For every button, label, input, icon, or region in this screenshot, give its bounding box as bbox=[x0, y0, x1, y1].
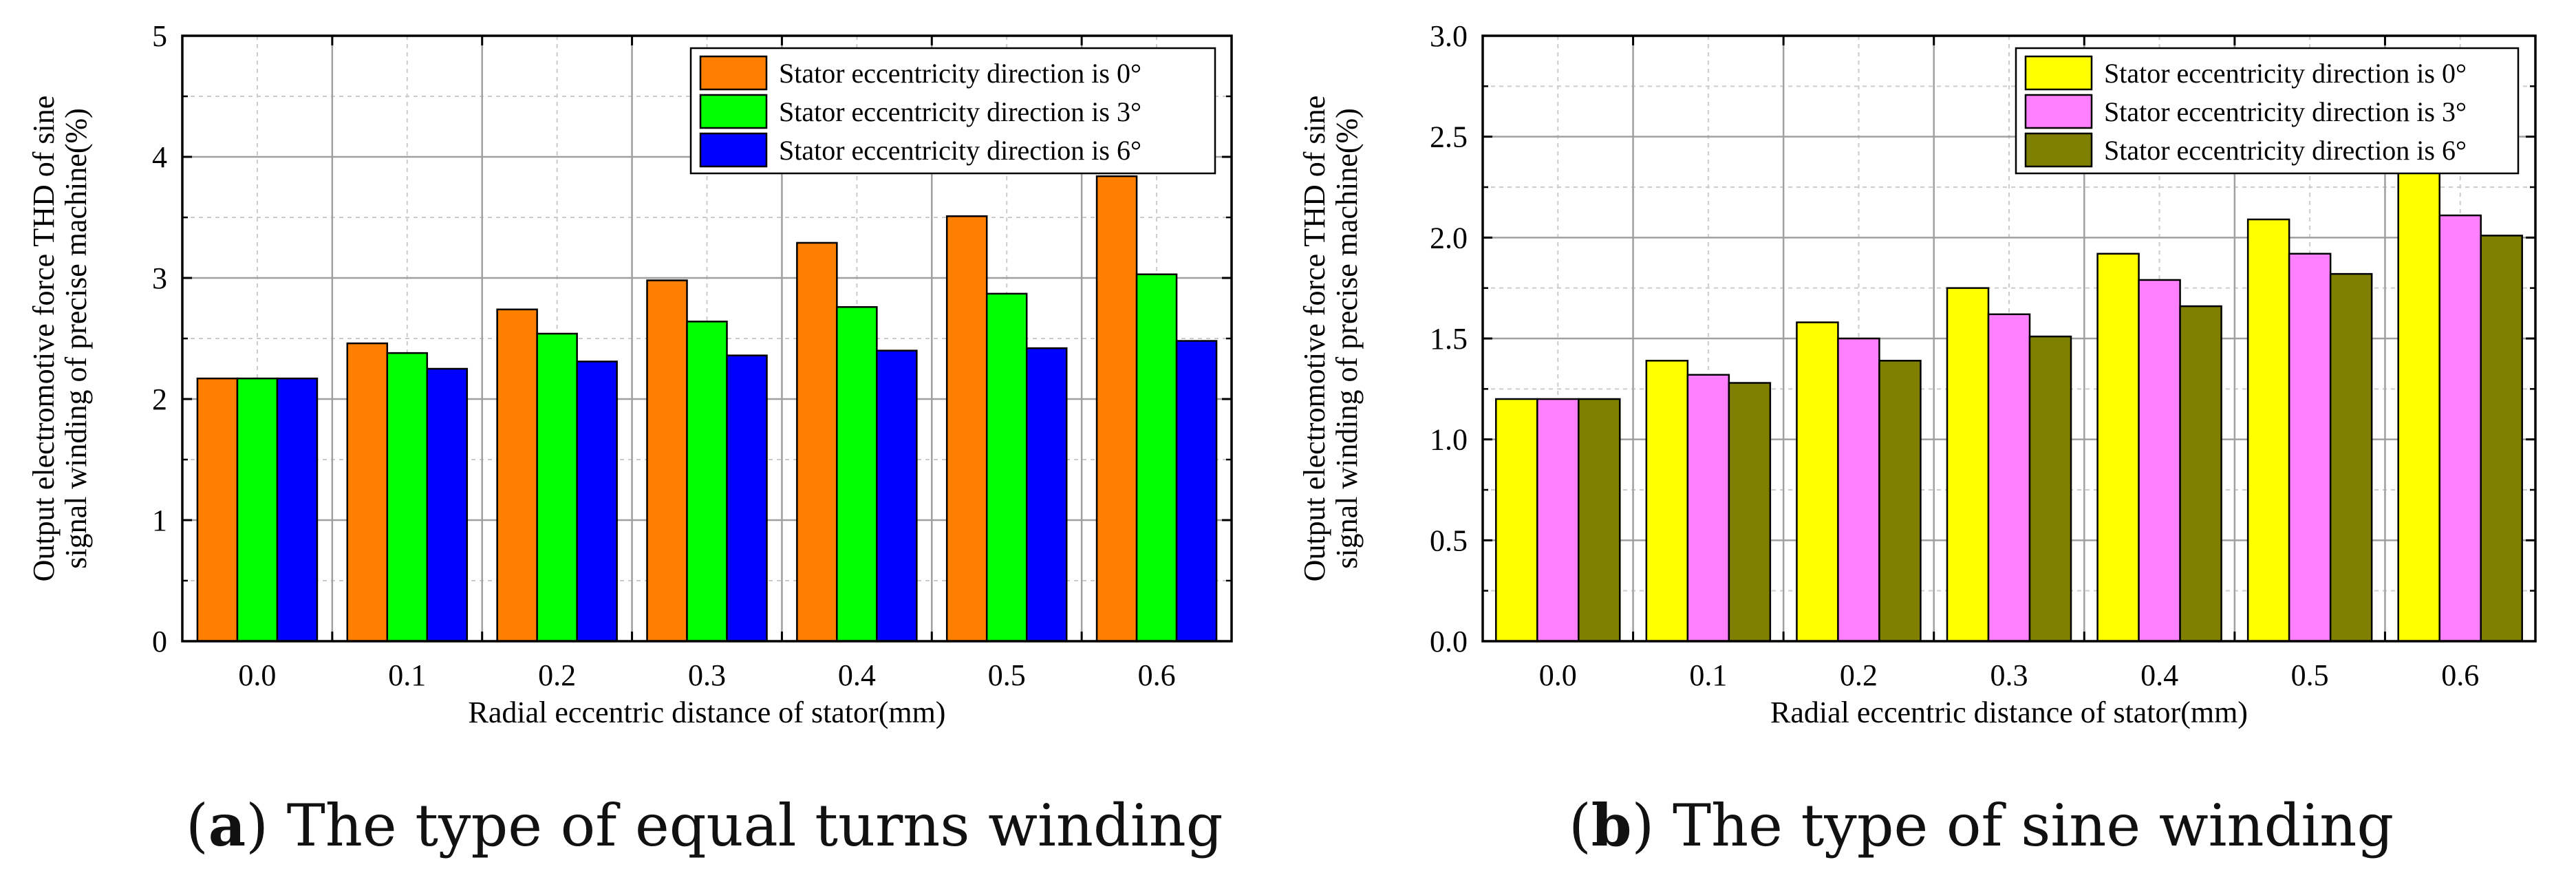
caption-b: (b) The type of sine winding bbox=[1569, 791, 2394, 859]
x-tick-label-b: 0.2 bbox=[1840, 658, 1878, 692]
x-tick-label-a: 0.0 bbox=[238, 658, 276, 692]
legend-swatch-a-s1 bbox=[699, 94, 768, 129]
bar-a-s2-0.0 bbox=[276, 377, 319, 643]
x-tick-label-a: 0.5 bbox=[988, 658, 1026, 692]
y-tick-label-a: 0 bbox=[152, 625, 167, 658]
bar-a-s0-0.1 bbox=[346, 342, 389, 643]
bar-a-s1-0.3 bbox=[686, 321, 728, 643]
bar-a-s1-0.1 bbox=[386, 352, 429, 643]
bar-b-s2-0.4 bbox=[2179, 305, 2222, 643]
legend-label-b-s0: Stator eccentricity direction is 0° bbox=[2104, 58, 2467, 89]
y-axis-label-b-line2: signal winding of precise machine(%) bbox=[1330, 108, 1364, 569]
legend-label-a-s2: Stator eccentricity direction is 6° bbox=[779, 135, 1141, 166]
bar-b-s0-0.6 bbox=[2397, 172, 2440, 643]
bar-b-s2-0.1 bbox=[1728, 382, 1772, 643]
bar-b-s0-0.3 bbox=[1946, 287, 1990, 643]
bar-b-s1-0.3 bbox=[1987, 313, 2031, 643]
bar-b-s2-0.6 bbox=[2480, 235, 2523, 643]
caption-a-letter: a bbox=[208, 791, 246, 859]
x-tick-label-b: 0.0 bbox=[1539, 658, 1577, 692]
bar-a-s1-0.0 bbox=[236, 377, 279, 643]
y-tick-label-b: 2.5 bbox=[1430, 120, 1468, 154]
bar-b-s2-0.0 bbox=[1578, 398, 1621, 643]
bar-a-s2-0.1 bbox=[426, 367, 469, 643]
caption-b-letter: b bbox=[1591, 791, 1632, 859]
bar-a-s2-0.6 bbox=[1175, 340, 1218, 643]
x-tick-label-a: 0.2 bbox=[538, 658, 576, 692]
y-tick-label-a: 1 bbox=[152, 504, 167, 537]
legend-box-a bbox=[689, 47, 1216, 175]
bar-a-s2-0.5 bbox=[1025, 347, 1068, 643]
y-tick-label-a: 5 bbox=[152, 19, 167, 53]
legend-label-b-s1: Stator eccentricity direction is 3° bbox=[2104, 96, 2467, 127]
bar-a-s1-0.5 bbox=[985, 292, 1028, 643]
x-tick-label-a: 0.1 bbox=[388, 658, 426, 692]
x-axis-label-a: Radial eccentric distance of stator(mm) bbox=[469, 696, 946, 729]
bar-b-s1-0.6 bbox=[2438, 214, 2482, 643]
bar-b-s0-0.0 bbox=[1495, 398, 1538, 643]
bar-a-s0-0.5 bbox=[945, 215, 988, 643]
bar-a-s0-0.4 bbox=[796, 241, 838, 643]
caption-a-text: The type of equal turns winding bbox=[268, 792, 1223, 859]
y-tick-label-a: 4 bbox=[152, 140, 167, 174]
y-tick-label-b: 1.0 bbox=[1430, 423, 1468, 457]
bar-a-s0-0.2 bbox=[496, 308, 538, 643]
bar-a-s1-0.6 bbox=[1135, 273, 1178, 643]
x-tick-label-a: 0.4 bbox=[838, 658, 876, 692]
x-tick-label-b: 0.1 bbox=[1689, 658, 1727, 692]
y-tick-label-b: 2.0 bbox=[1430, 221, 1468, 255]
bar-b-s1-0.5 bbox=[2288, 252, 2332, 643]
y-tick-label-b: 0.0 bbox=[1430, 625, 1468, 658]
bar-a-s1-0.4 bbox=[836, 305, 878, 643]
bar-b-s0-0.4 bbox=[2096, 252, 2140, 643]
x-tick-label-a: 0.6 bbox=[1138, 658, 1176, 692]
y-axis-label-b-line1: Output electromotive force THD of sine bbox=[1298, 96, 1331, 582]
caption-a: (a) The type of equal turns winding bbox=[186, 791, 1223, 859]
y-axis-label-a-line2: signal winding of precise machine(%) bbox=[59, 108, 93, 569]
y-tick-label-b: 0.5 bbox=[1430, 524, 1468, 557]
x-tick-label-b: 0.5 bbox=[2291, 658, 2329, 692]
x-tick-label-b: 0.4 bbox=[2140, 658, 2178, 692]
legend-label-b-s2: Stator eccentricity direction is 6° bbox=[2104, 135, 2467, 166]
x-tick-label-b: 0.3 bbox=[1990, 658, 2028, 692]
bar-b-s0-0.1 bbox=[1645, 360, 1689, 643]
y-tick-label-a: 3 bbox=[152, 261, 167, 295]
legend-label-a-s0: Stator eccentricity direction is 0° bbox=[779, 58, 1141, 89]
bar-a-s0-0.0 bbox=[196, 377, 239, 643]
caption-b-text: The type of sine winding bbox=[1654, 792, 2394, 859]
y-tick-label-b: 1.5 bbox=[1430, 322, 1468, 356]
x-tick-label-a: 0.3 bbox=[688, 658, 726, 692]
legend-swatch-b-s1 bbox=[2024, 94, 2093, 129]
bar-b-s2-0.3 bbox=[2028, 335, 2072, 643]
legend-swatch-a-s2 bbox=[699, 132, 768, 168]
bar-b-s2-0.5 bbox=[2329, 272, 2373, 643]
bar-b-s2-0.2 bbox=[1878, 360, 1922, 643]
legend-swatch-a-s0 bbox=[699, 55, 768, 91]
bar-a-s0-0.3 bbox=[646, 279, 688, 643]
y-tick-label-a: 2 bbox=[152, 383, 167, 416]
legend-swatch-b-s0 bbox=[2024, 55, 2093, 91]
bar-b-s1-0.0 bbox=[1536, 398, 1580, 643]
bar-b-s0-0.2 bbox=[1796, 321, 1839, 643]
y-axis-label-a-line1: Output electromotive force THD of sine bbox=[27, 96, 61, 582]
bar-b-s0-0.5 bbox=[2246, 218, 2290, 643]
chart-b: 0.0 0.5 1.0 1.5 2.0 2.5 3.0 0.0 0.1 0.2 0.3 0.4 0.5 0… bbox=[1298, 19, 2537, 729]
bar-a-s2-0.3 bbox=[726, 354, 768, 643]
x-tick-label-b: 0.6 bbox=[2441, 658, 2479, 692]
bar-b-s1-0.4 bbox=[2138, 279, 2181, 643]
bar-b-s1-0.2 bbox=[1837, 337, 1880, 643]
y-tick-label-b: 3.0 bbox=[1430, 19, 1468, 53]
bar-a-s2-0.4 bbox=[876, 349, 918, 643]
bar-a-s0-0.6 bbox=[1095, 175, 1138, 643]
legend-box-b bbox=[2015, 47, 2520, 175]
legend-swatch-b-s2 bbox=[2024, 132, 2093, 168]
chart-a: 0 1 2 3 4 5 0.0 0.1 0.2 0.3 0.4 0.5 0.6 Radial eccent… bbox=[27, 19, 1233, 729]
bar-b-s1-0.1 bbox=[1686, 374, 1730, 643]
bar-a-s2-0.2 bbox=[576, 361, 618, 643]
bar-a-s1-0.2 bbox=[536, 332, 578, 643]
legend-label-a-s1: Stator eccentricity direction is 3° bbox=[779, 96, 1141, 127]
x-axis-label-b: Radial eccentric distance of stator(mm) bbox=[1770, 696, 2248, 729]
